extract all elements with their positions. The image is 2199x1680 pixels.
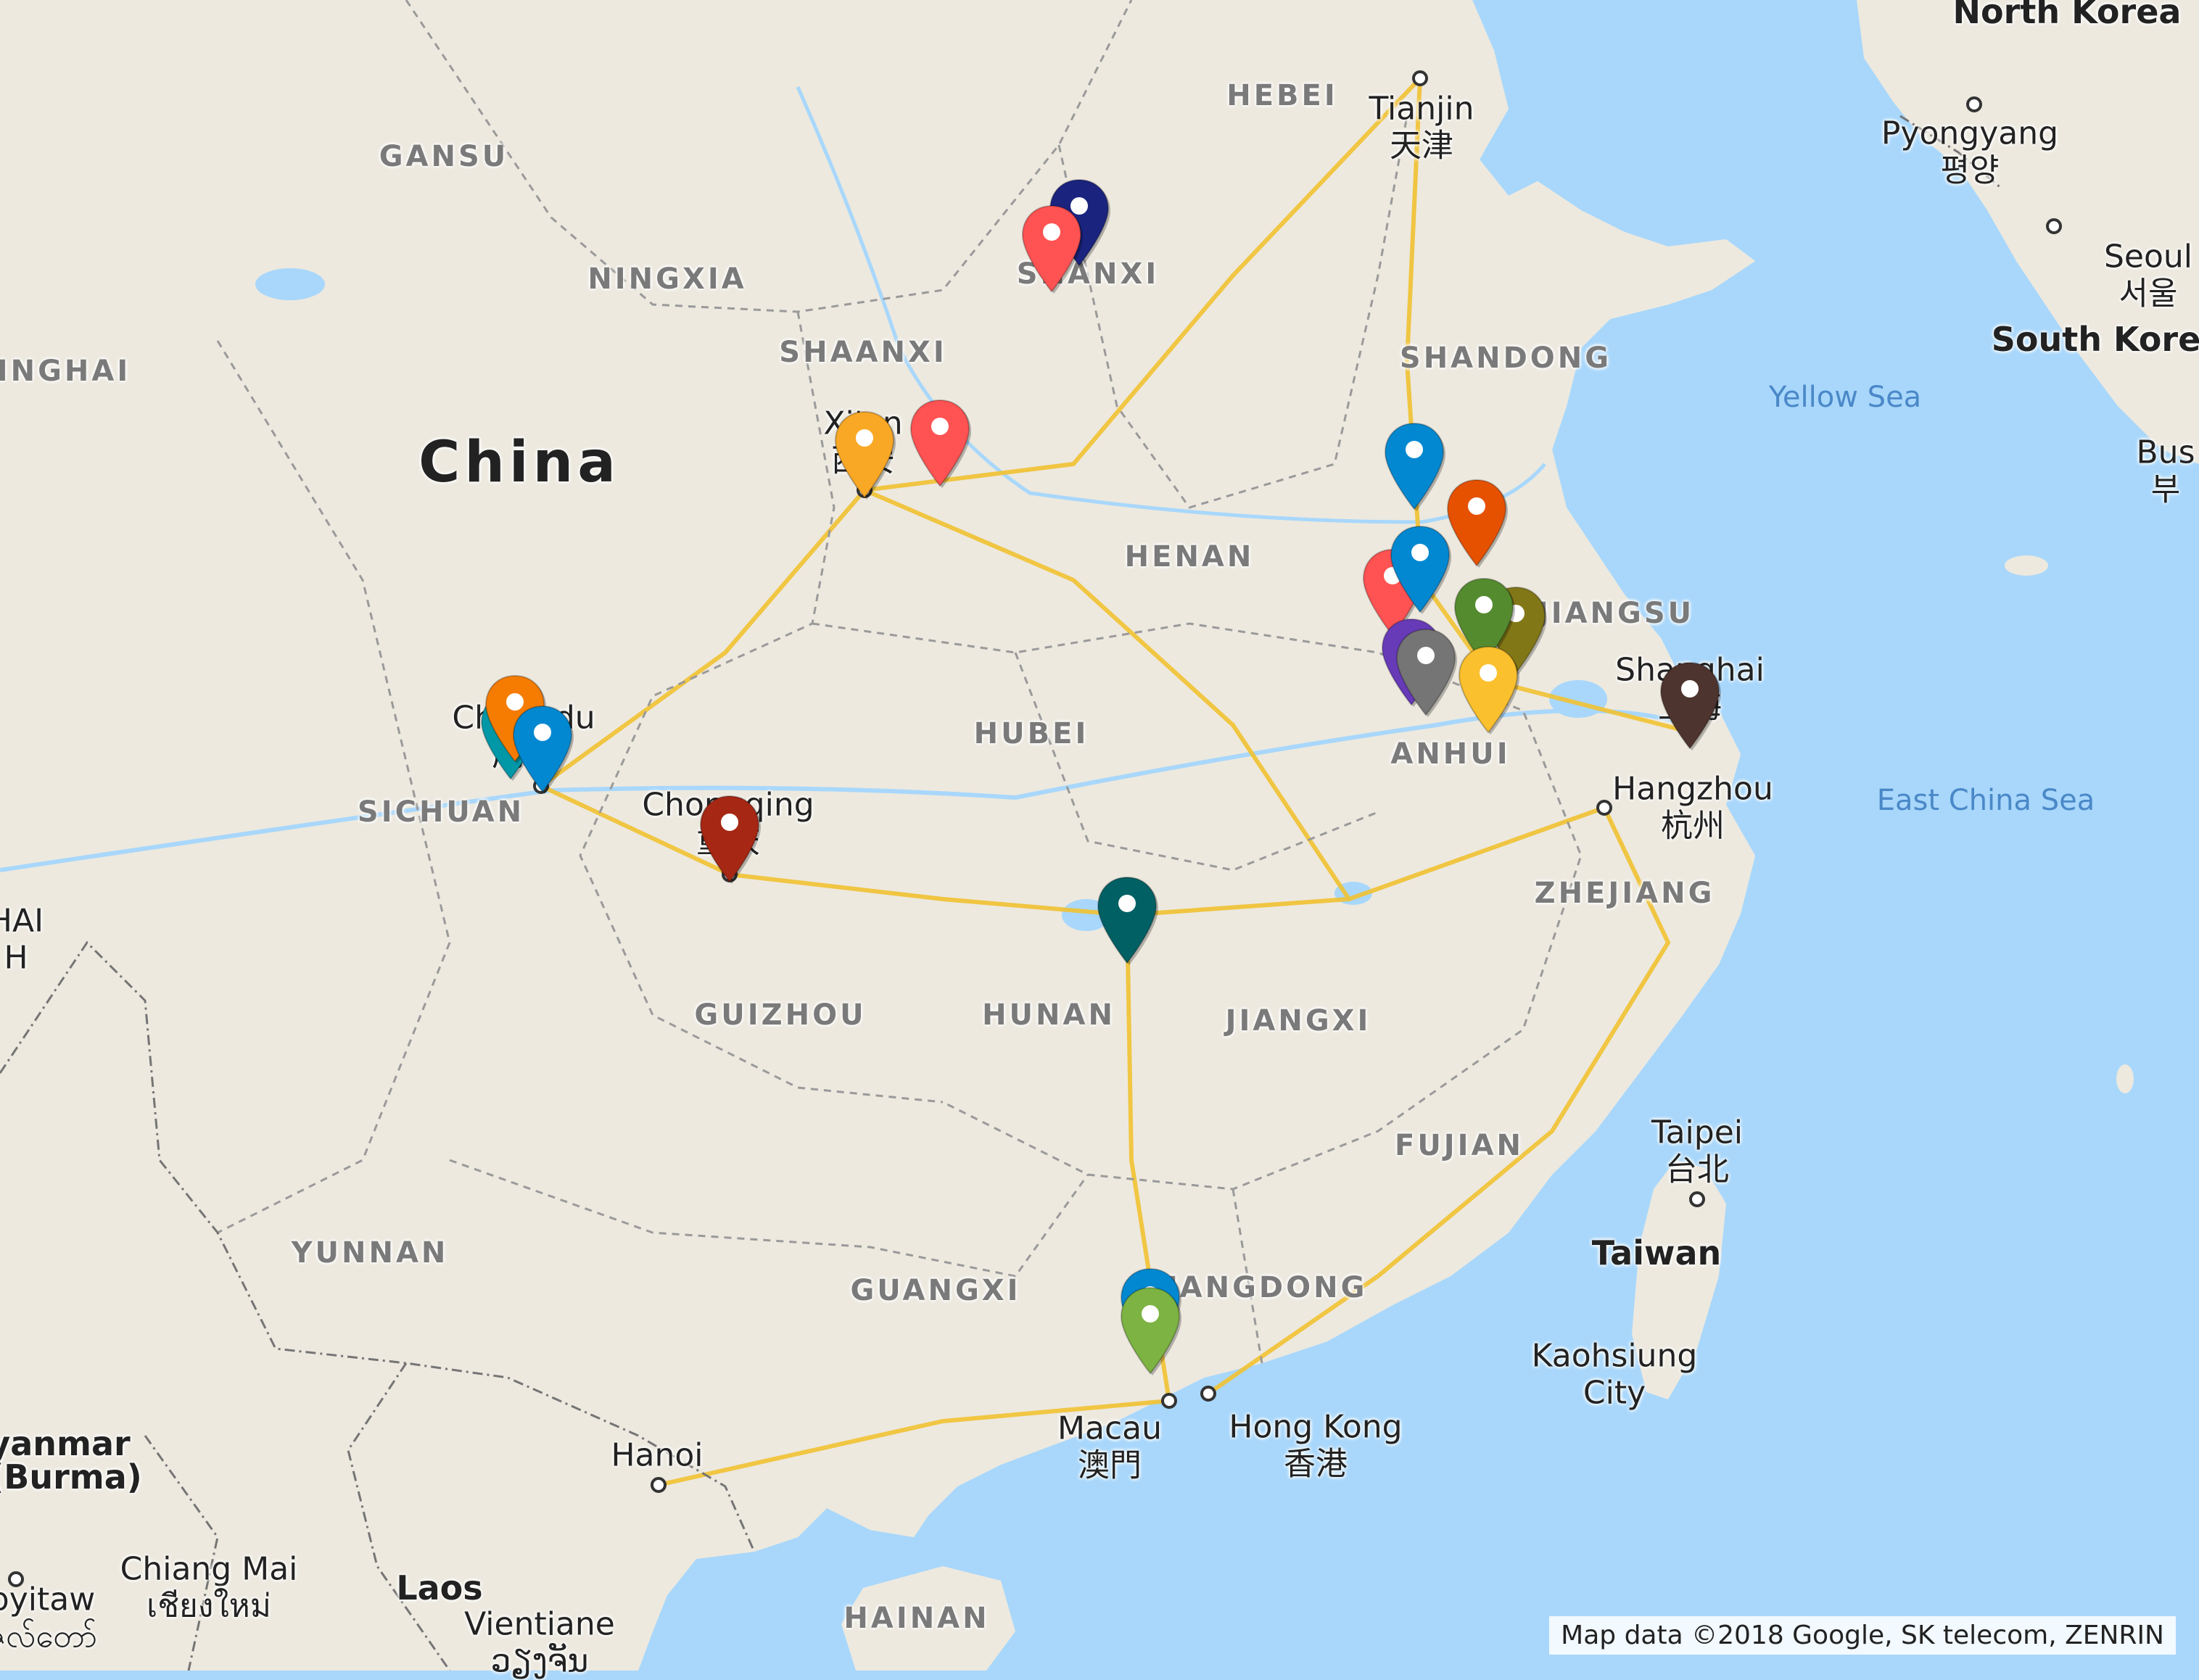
- city-label: pyitaw ဇလ်တော်: [0, 1581, 98, 1655]
- country-label: South Kore: [1991, 320, 2199, 359]
- sea-label: East China Sea: [1876, 784, 2095, 817]
- map-pin-icon[interactable]: [1453, 644, 1523, 735]
- province-label: GUANGXI: [850, 1274, 1021, 1307]
- map-pin-icon[interactable]: [1385, 524, 1455, 615]
- province-label: HEBEI: [1226, 79, 1338, 112]
- province-label: ZHEJIANG: [1534, 877, 1715, 910]
- city-dot: [8, 1571, 24, 1587]
- city-label: Taipei 台北: [1651, 1114, 1744, 1188]
- country-label-china: China: [418, 430, 620, 495]
- province-label: HENAN: [1124, 540, 1255, 574]
- map-pin-icon[interactable]: [905, 397, 975, 489]
- city-label: Vientiane ວຽງຈັນ: [464, 1605, 615, 1679]
- city-label: Macau 澳門: [1057, 1410, 1162, 1484]
- province-label: SICHUAN: [357, 795, 525, 829]
- city-label: Chiang Mai เชียงใหม่: [120, 1550, 298, 1624]
- city-label: Seoul 서울: [2103, 238, 2193, 312]
- city-label: Tianjin 天津: [1369, 90, 1474, 164]
- city-dot: [2046, 218, 2062, 234]
- province-label: SHANDONG: [1399, 342, 1612, 375]
- province-label: JIANGSU: [1537, 597, 1695, 630]
- map-pin-icon[interactable]: [695, 793, 764, 885]
- country-label: yanmar (Burma): [0, 1424, 142, 1497]
- map-attribution[interactable]: Map data ©2018 Google, SK telecom, ZENRI…: [1549, 1616, 2176, 1655]
- province-label: FUJIAN: [1394, 1129, 1525, 1162]
- city-dot: [1161, 1393, 1177, 1409]
- province-label: SHAANXI: [779, 336, 947, 369]
- city-label: Pyongyang 평양: [1881, 115, 2059, 189]
- city-label: Hanoi: [611, 1436, 704, 1474]
- city-label: Hangzhou 杭州: [1612, 770, 1773, 844]
- map-pin-icon[interactable]: [1017, 203, 1086, 294]
- map-pin-icon[interactable]: [1391, 626, 1461, 718]
- city-dot: [1966, 96, 1982, 112]
- map-pin-icon[interactable]: [1115, 1285, 1185, 1376]
- city-dot: [1412, 70, 1428, 86]
- province-label: GUIZHOU: [694, 998, 867, 1032]
- province-label: JIANGXI: [1225, 1004, 1371, 1038]
- map-pin-icon[interactable]: [1379, 421, 1449, 512]
- country-label: Taiwan: [1591, 1233, 1722, 1273]
- province-label: ANHUI: [1390, 737, 1511, 771]
- map-pin-icon[interactable]: [1449, 576, 1519, 667]
- map-pin-icon[interactable]: [508, 703, 577, 795]
- map-pin-icon[interactable]: [1442, 477, 1511, 568]
- province-label: YUNNAN: [291, 1236, 449, 1270]
- city-label: Kaohsiung City: [1531, 1337, 1698, 1411]
- map-pin-icon[interactable]: [1092, 874, 1162, 966]
- city-label: Bus 부: [2136, 434, 2195, 508]
- city-dot: [1596, 800, 1612, 816]
- province-label: INGHAI: [0, 355, 131, 388]
- province-label: HUBEI: [973, 717, 1089, 750]
- city-dot: [1200, 1386, 1216, 1402]
- city-dot: [651, 1477, 667, 1493]
- country-label: Laos: [396, 1568, 483, 1607]
- province-label: GANSU: [379, 140, 509, 173]
- map-pin-icon[interactable]: [1655, 660, 1725, 751]
- sea-label: Yellow Sea: [1768, 381, 1922, 414]
- city-dot: [1689, 1191, 1705, 1207]
- map-pin-icon[interactable]: [830, 409, 899, 500]
- province-label: HUNAN: [982, 998, 1115, 1032]
- province-label: HAINAN: [843, 1602, 990, 1635]
- city-label: Hong Kong 香港: [1229, 1408, 1403, 1482]
- country-label: North Korea: [1952, 0, 2182, 31]
- province-label: NINGXIA: [587, 262, 747, 296]
- city-label: HAI H: [0, 902, 44, 976]
